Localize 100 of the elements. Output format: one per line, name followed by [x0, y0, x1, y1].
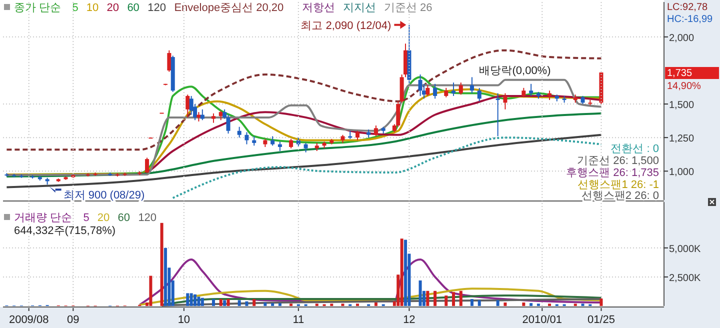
candlestick	[237, 126, 242, 138]
candlestick	[522, 87, 526, 98]
text: 20	[97, 212, 110, 224]
bar	[444, 296, 448, 306]
bar	[164, 248, 167, 306]
x-tick-label: 12	[403, 314, 416, 326]
x-tick-label: 11	[292, 314, 304, 326]
bar	[264, 302, 267, 306]
candlestick	[548, 90, 552, 100]
bar	[223, 300, 226, 306]
text: 120	[138, 212, 157, 224]
candlestick	[289, 138, 294, 149]
annotation: 배당락(0,00%)	[479, 65, 551, 77]
candlestick	[196, 112, 201, 122]
line-series	[138, 288, 602, 306]
y-tick-label: 2,000	[669, 32, 694, 44]
bar	[470, 299, 474, 306]
text: LC:92,78	[667, 2, 708, 13]
annotation: 최저 900 (08/29)	[63, 190, 145, 202]
candlestick	[186, 94, 190, 118]
x-tick-label: 09	[67, 314, 80, 326]
bar	[271, 303, 274, 306]
candlestick	[252, 136, 256, 146]
bar	[245, 301, 248, 306]
annotation: 644,332주(715,78%)	[14, 225, 116, 237]
line-series	[6, 49, 602, 151]
bar	[459, 290, 462, 306]
x-tick-label: 01/25	[587, 314, 615, 326]
bar	[530, 303, 533, 306]
bar	[452, 292, 456, 306]
candlestick	[356, 130, 360, 141]
bar	[426, 290, 430, 306]
annotation: 지지선	[343, 2, 376, 14]
bar	[160, 222, 164, 306]
candlestick	[418, 74, 422, 96]
legend-title: 거래량 단순	[14, 212, 72, 224]
line-series	[160, 294, 602, 306]
annotation: 최고 2,090 (12/04)	[300, 20, 392, 32]
candlestick	[458, 82, 463, 96]
bar	[522, 302, 526, 306]
candlestick	[145, 157, 150, 174]
bar	[219, 299, 222, 306]
bar	[278, 303, 282, 306]
x-tick-label: 10	[178, 314, 190, 326]
bar	[194, 294, 197, 306]
text: Envelope중심선 20,20	[174, 2, 284, 14]
text: HC:-16,99	[667, 14, 714, 25]
text: 120	[148, 2, 166, 14]
candlestick	[296, 137, 300, 148]
candlestick	[444, 87, 448, 98]
bar	[478, 300, 481, 306]
text: 60	[127, 2, 140, 14]
text: 기준선 26	[384, 2, 432, 14]
bar	[190, 293, 193, 306]
annotation: 후행스팬 26: 1,735	[566, 167, 659, 179]
bar	[600, 298, 603, 306]
text: 5	[72, 2, 78, 14]
x-tick-label: 2010/01	[522, 314, 562, 326]
annotation: 저항선	[302, 2, 335, 14]
candlestick	[529, 83, 534, 96]
bar	[374, 302, 378, 306]
text: 20	[106, 2, 120, 14]
bar	[212, 299, 215, 306]
y-tick-label: 1,250	[669, 134, 694, 145]
candlestick	[244, 132, 249, 145]
text: 1,735	[667, 68, 692, 79]
bar	[197, 296, 200, 306]
annotation: 선행스팬2 26: 0	[581, 190, 659, 202]
bar	[226, 299, 230, 306]
bar	[238, 300, 241, 306]
annotation: 기준선 26: 1,500	[577, 155, 659, 167]
text: 14,90%	[667, 81, 702, 92]
bar	[186, 293, 190, 306]
candlestick	[496, 92, 500, 137]
x-tick-label: 2009/08	[8, 314, 49, 326]
candlestick	[270, 136, 275, 146]
candlestick	[477, 87, 482, 102]
bar	[504, 302, 507, 306]
candlestick	[278, 141, 282, 152]
legend-title: 종가 단순	[14, 2, 62, 14]
bar	[252, 299, 256, 306]
bar	[404, 240, 408, 306]
candlestick	[470, 76, 474, 94]
text: 10	[86, 2, 99, 14]
bar	[200, 298, 204, 306]
candlestick	[426, 84, 430, 96]
candlestick	[211, 112, 216, 124]
y-tick-label: 5,000K	[669, 244, 702, 255]
bar	[149, 276, 152, 306]
text: 60	[118, 212, 130, 224]
candlestick	[200, 108, 204, 121]
bar	[400, 238, 404, 306]
candlestick	[167, 50, 172, 72]
candlestick	[433, 83, 438, 100]
annotation: 선행스팬1 26: -1	[578, 179, 659, 191]
candlestick	[452, 82, 456, 96]
bar	[496, 300, 500, 306]
candlestick	[503, 92, 508, 110]
bar	[418, 280, 422, 306]
text: 5	[83, 212, 90, 224]
